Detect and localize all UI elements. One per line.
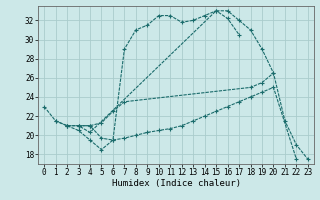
- X-axis label: Humidex (Indice chaleur): Humidex (Indice chaleur): [111, 179, 241, 188]
